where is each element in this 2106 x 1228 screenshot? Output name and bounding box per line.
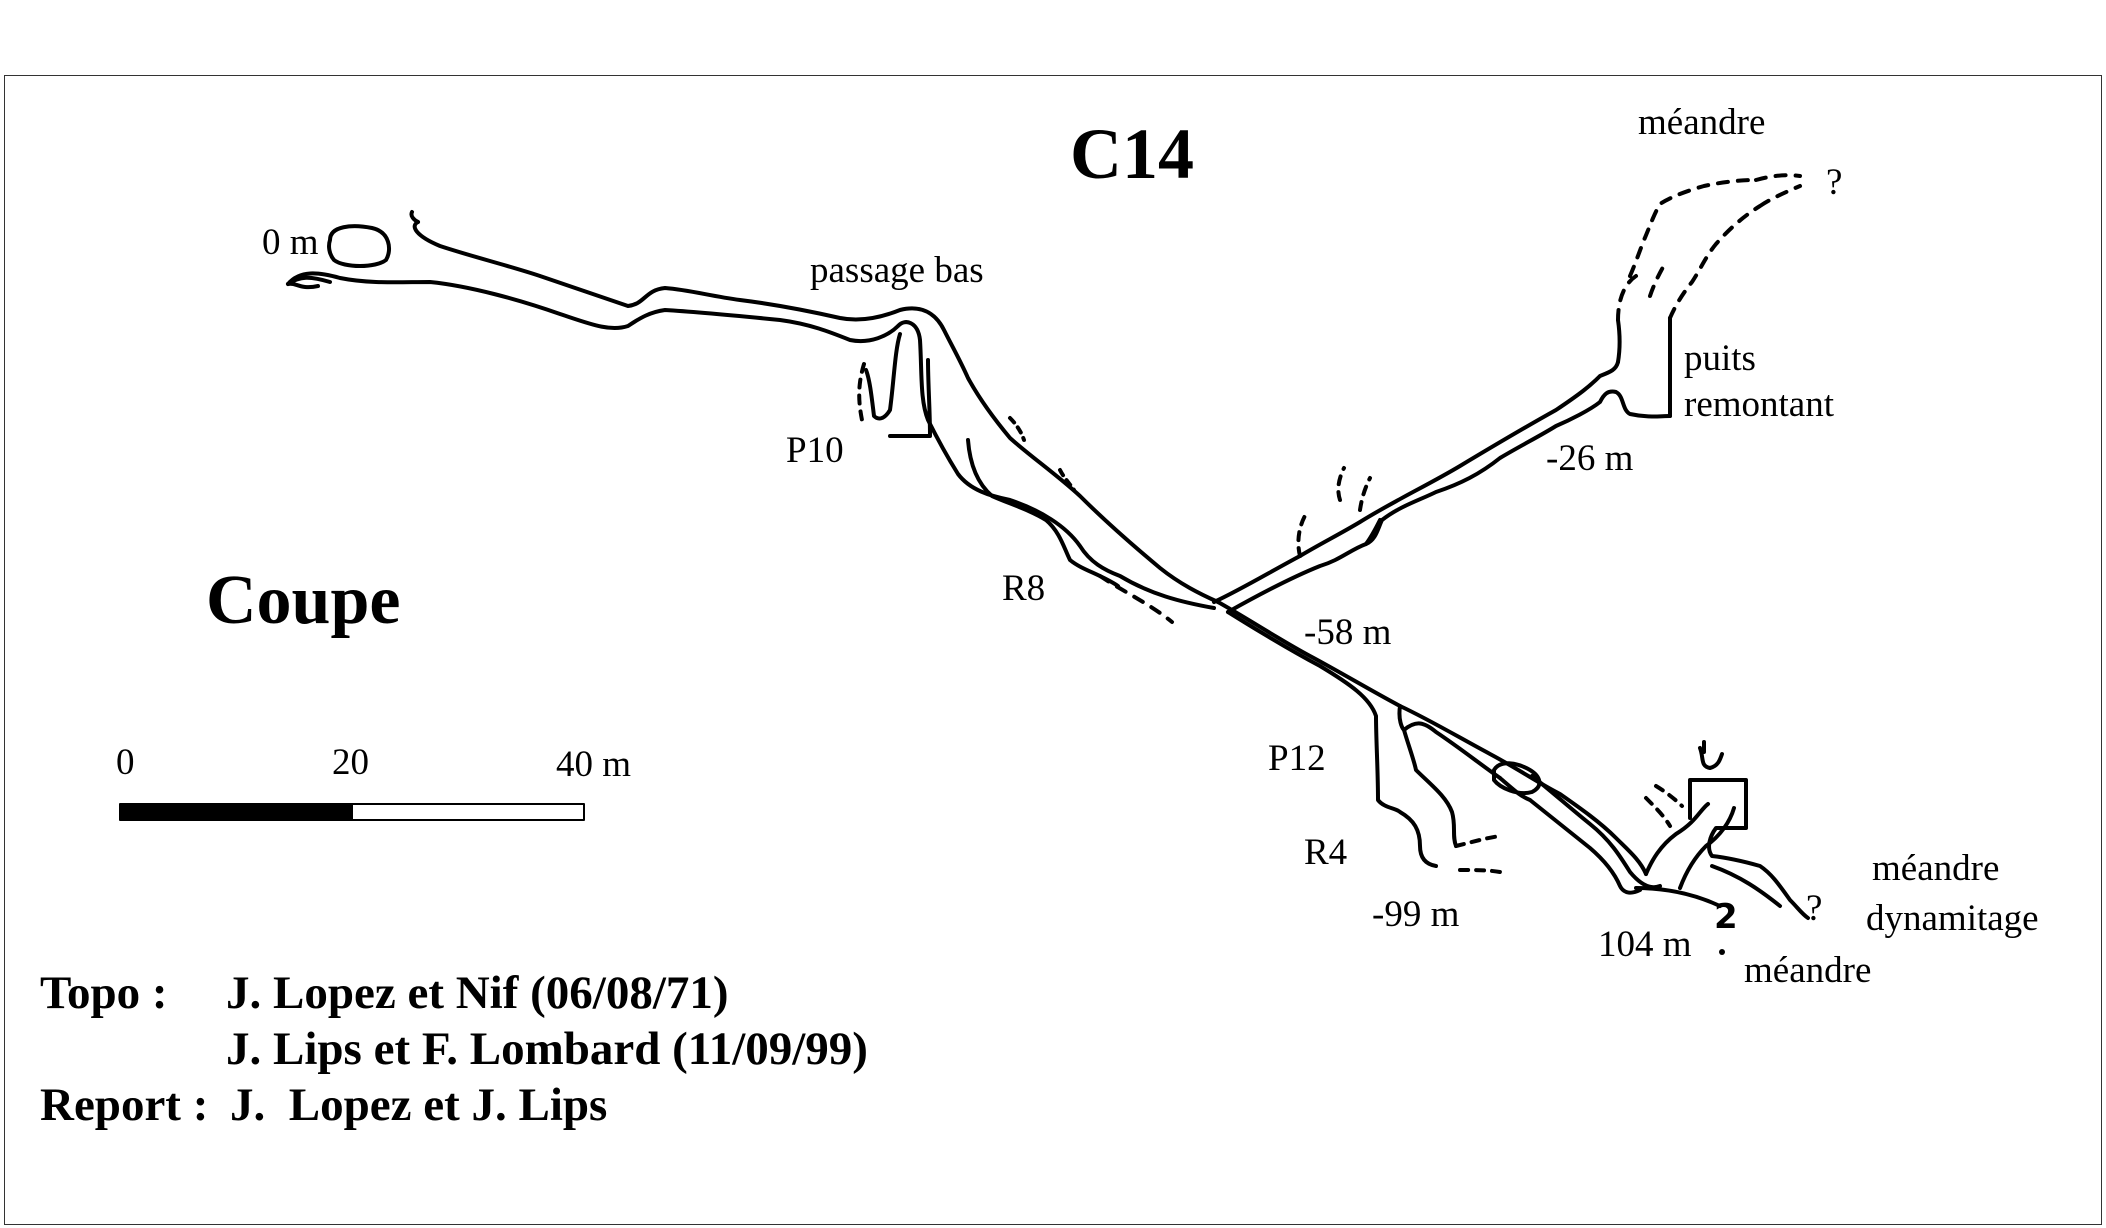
p10-shaft-right (888, 358, 932, 438)
branch-up-floor (1226, 389, 1672, 614)
arrow-symbol (1698, 740, 1724, 770)
right-chamber (1644, 802, 1736, 890)
r8-dashed (1098, 574, 1174, 624)
label-question-top: ? (1826, 162, 1843, 203)
bottom-passage (1498, 774, 1662, 895)
label-remontant: remontant (1684, 384, 1835, 425)
label-dynamitage: dynamitage (1866, 898, 2039, 939)
credit-topo-line1: J. Lopez et Nif (06/08/71) (226, 967, 729, 1019)
p12-shaft (1402, 728, 1458, 848)
r8-step (966, 438, 1120, 588)
puits-dashed (1616, 173, 1802, 322)
label-passage-bas: passage bas (810, 250, 984, 291)
p10-shaft (864, 332, 902, 421)
label-meandre-top: méandre (1638, 102, 1766, 143)
label-depth-99: -99 m (1372, 894, 1460, 935)
upper-passage-roof (412, 220, 1220, 604)
p12-inner (1397, 704, 1502, 780)
label-depth-58: -58 m (1304, 612, 1392, 653)
lower-passage-roof (1216, 600, 1648, 876)
label-depth-104: 104 m (1598, 924, 1692, 965)
scale-bar-black (119, 803, 353, 821)
diagram-frame (4, 75, 2102, 1225)
label-puits: puits (1684, 338, 1756, 379)
label-entrance-depth: 0 m (262, 222, 319, 263)
label-p10: P10 (786, 430, 844, 471)
dot-marker (1719, 949, 1725, 955)
label-digit-2: 2 (1714, 897, 1738, 937)
entrance-outline (327, 224, 391, 268)
scale-tick-0: 0 (116, 742, 135, 783)
p10-dashed (857, 362, 866, 422)
view-label: Coupe (206, 562, 401, 639)
r4-dashed (1454, 834, 1502, 874)
r8-small-dashed (1008, 416, 1076, 492)
survey-title: C14 (1070, 114, 1194, 194)
branch-dashed-1 (1296, 466, 1372, 558)
scale-bar-white (351, 803, 585, 821)
credit-report-text: J. Lopez et J. Lips (230, 1079, 608, 1131)
credit-topo-label: Topo : (40, 967, 168, 1019)
entrance-tail (286, 210, 420, 290)
label-depth-26: -26 m (1546, 438, 1634, 479)
label-r4: R4 (1304, 832, 1348, 873)
label-question-bottom: ? (1806, 888, 1823, 929)
puits-wall (1616, 316, 1672, 418)
label-r8: R8 (1002, 568, 1046, 609)
credit-report-label: Report : (40, 1079, 209, 1131)
right-exit (1634, 864, 1782, 908)
branch-up-roof (1212, 360, 1620, 604)
lower-passage-floor (1226, 610, 1438, 868)
right-chamber-box (1688, 778, 1810, 920)
label-meandre-bottom: méandre (1744, 950, 1872, 991)
upper-passage-floor (286, 271, 1216, 610)
scale-tick-20: 20 (332, 742, 369, 783)
right-chamber-dashed (1644, 784, 1684, 828)
label-p12: P12 (1268, 738, 1326, 779)
scale-tick-40: 40 m (556, 744, 632, 785)
branch-up-floor2 (1364, 518, 1382, 546)
label-meandre-right: méandre (1872, 848, 2000, 889)
credit-topo-line2: J. Lips et F. Lombard (11/09/99) (226, 1023, 868, 1075)
